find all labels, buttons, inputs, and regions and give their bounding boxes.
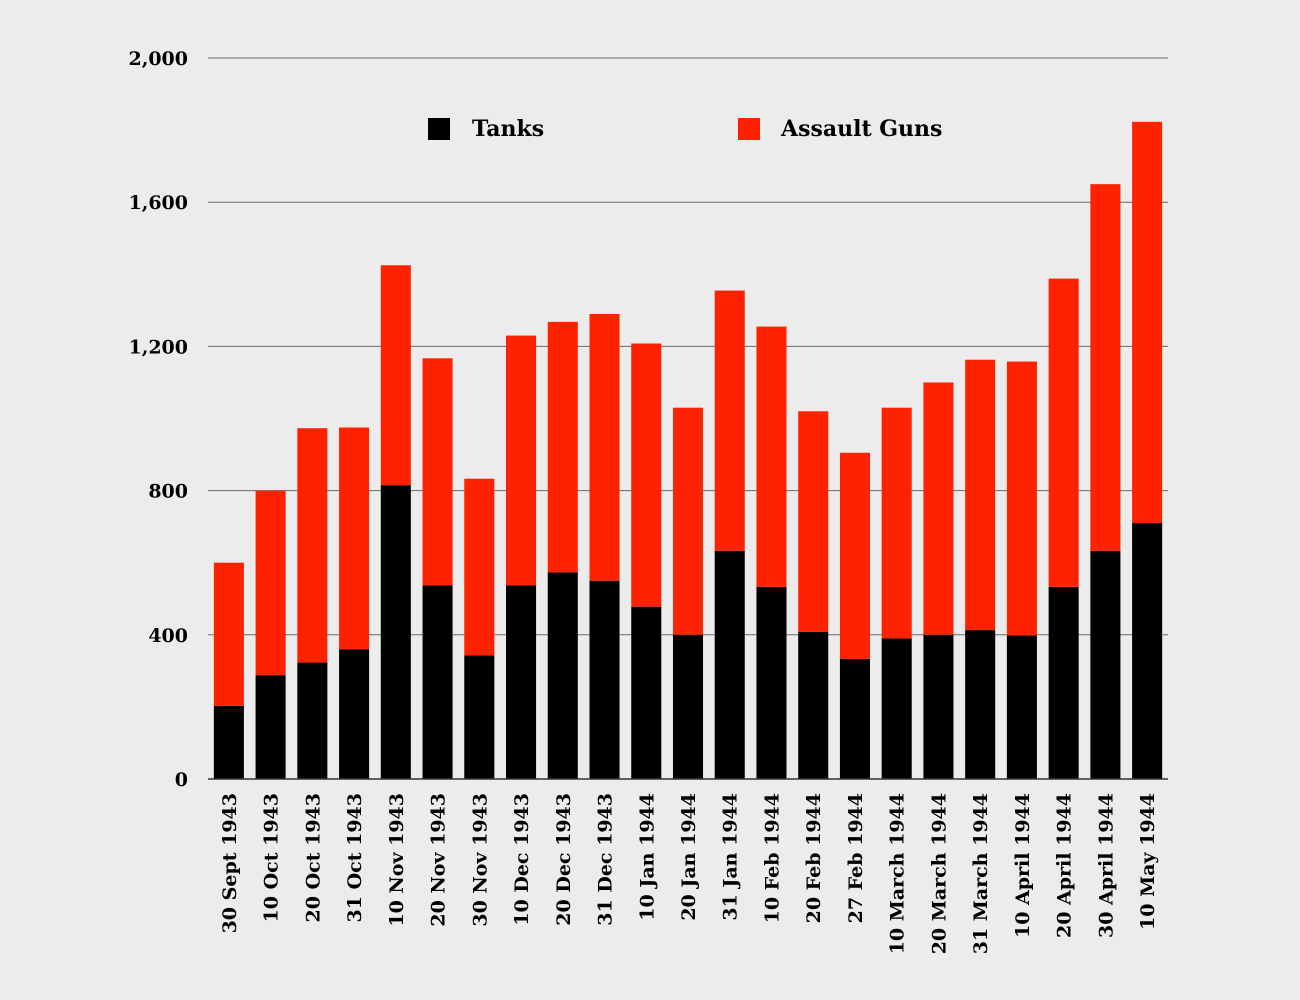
y-tick-label: 1,200 xyxy=(129,336,189,358)
bar-tanks-20-oct-1943 xyxy=(297,662,328,779)
bar-tanks-31-dec-1943 xyxy=(589,580,620,779)
bar-assault-guns-20-oct-1943 xyxy=(297,428,328,663)
bar-tanks-20-jan-1944 xyxy=(672,634,704,779)
bar-tanks-10-jan-1944 xyxy=(631,606,662,779)
x-tick-label: 10 May 1944 xyxy=(1137,793,1159,930)
bar-assault-guns-20-nov-1943 xyxy=(422,358,453,586)
bar-tanks-10-march-1944 xyxy=(881,638,912,779)
bar-assault-guns-20-feb-1944 xyxy=(798,411,829,632)
bar-assault-guns-20-march-1944 xyxy=(923,382,954,635)
bar-assault-guns-31-dec-1943 xyxy=(589,313,620,581)
legend-swatch-assault-guns xyxy=(738,118,760,140)
x-tick-label: 31 Jan 1944 xyxy=(720,793,742,921)
bar-tanks-20-feb-1944 xyxy=(798,631,829,779)
bar-assault-guns-31-jan-1944 xyxy=(714,290,745,551)
bar-tanks-10-oct-1943 xyxy=(255,675,286,779)
bar-tanks-30-april-1944 xyxy=(1090,550,1121,779)
bar-assault-guns-10-march-1944 xyxy=(881,407,912,639)
x-tick-label: 20 Feb 1944 xyxy=(803,793,825,923)
x-tick-label: 20 Jan 1944 xyxy=(678,793,700,921)
x-tick-label: 31 Dec 1943 xyxy=(595,793,617,926)
bar-assault-guns-10-oct-1943 xyxy=(255,490,286,676)
bar-tanks-20-march-1944 xyxy=(923,634,954,779)
bar-tanks-10-feb-1944 xyxy=(756,586,787,779)
x-tick-label: 20 Nov 1943 xyxy=(428,793,450,927)
x-tick-label: 10 Oct 1943 xyxy=(261,793,283,922)
bar-assault-guns-10-feb-1944 xyxy=(756,326,787,587)
x-tick-label: 31 March 1944 xyxy=(970,793,992,954)
x-tick-label: 10 April 1944 xyxy=(1012,793,1034,938)
x-tick-label: 20 April 1944 xyxy=(1054,793,1076,938)
bar-tanks-20-nov-1943 xyxy=(422,585,453,779)
legend: Tanks Assault Guns xyxy=(428,116,942,142)
x-tick-label: 30 Sept 1943 xyxy=(219,793,241,933)
bar-tanks-27-feb-1944 xyxy=(839,658,870,779)
x-tick-label: 10 Dec 1943 xyxy=(511,793,533,926)
bar-tanks-30-sept-1943 xyxy=(213,705,244,779)
bar-tanks-31-jan-1944 xyxy=(714,550,745,779)
bar-assault-guns-10-nov-1943 xyxy=(380,265,411,486)
y-tick-label: 1,600 xyxy=(129,192,189,214)
bar-tanks-31-oct-1943 xyxy=(339,649,370,779)
bar-assault-guns-10-dec-1943 xyxy=(506,335,537,586)
bars xyxy=(213,121,1163,779)
legend-label-tanks: Tanks xyxy=(472,116,544,142)
bar-assault-guns-20-jan-1944 xyxy=(672,407,704,635)
x-tick-label: 10 Nov 1943 xyxy=(386,793,408,927)
bar-tanks-10-dec-1943 xyxy=(506,585,537,779)
bar-tanks-20-dec-1943 xyxy=(547,572,578,779)
y-tick-label: 400 xyxy=(148,625,188,647)
y-axis: 0 400 800 1,200 1,600 2,000 xyxy=(129,48,1168,791)
y-tick-label: 800 xyxy=(148,481,188,503)
bar-tanks-20-april-1944 xyxy=(1048,586,1079,779)
bar-assault-guns-20-dec-1943 xyxy=(547,321,578,573)
x-tick-label: 20 March 1944 xyxy=(928,793,950,954)
x-tick-label: 20 Oct 1943 xyxy=(302,793,324,922)
x-tick-label: 31 Oct 1943 xyxy=(344,793,366,922)
x-tick-label: 10 March 1944 xyxy=(887,793,909,954)
bar-assault-guns-31-march-1944 xyxy=(965,359,996,631)
bar-tanks-10-april-1944 xyxy=(1006,635,1037,779)
bar-assault-guns-30-nov-1943 xyxy=(464,478,495,656)
legend-swatch-tanks xyxy=(428,118,450,140)
y-tick-label: 0 xyxy=(175,769,188,791)
bar-assault-guns-30-sept-1943 xyxy=(213,562,244,706)
bar-tanks-31-march-1944 xyxy=(965,630,996,779)
bar-assault-guns-10-jan-1944 xyxy=(631,343,662,607)
bar-assault-guns-31-oct-1943 xyxy=(339,427,370,650)
y-tick-label: 2,000 xyxy=(129,48,189,70)
bar-tanks-10-nov-1943 xyxy=(380,485,411,779)
bar-assault-guns-30-april-1944 xyxy=(1090,184,1121,551)
x-axis: 30 Sept 1943 10 Oct 1943 20 Oct 1943 31 Oct… xyxy=(219,793,1159,954)
bar-tanks-10-may-1944 xyxy=(1132,523,1163,779)
x-tick-label: 30 April 1944 xyxy=(1095,793,1117,938)
x-tick-label: 30 Nov 1943 xyxy=(469,793,491,927)
bar-assault-guns-20-april-1944 xyxy=(1048,278,1079,587)
x-tick-label: 20 Dec 1943 xyxy=(553,793,575,926)
x-tick-label: 10 Jan 1944 xyxy=(636,793,658,921)
bar-assault-guns-10-may-1944 xyxy=(1132,121,1163,524)
x-tick-label: 10 Feb 1944 xyxy=(761,793,783,923)
x-tick-label: 27 Feb 1944 xyxy=(845,793,867,923)
legend-label-assault-guns: Assault Guns xyxy=(780,116,942,142)
bar-tanks-30-nov-1943 xyxy=(464,655,495,779)
bar-assault-guns-27-feb-1944 xyxy=(839,452,870,659)
bar-assault-guns-10-april-1944 xyxy=(1006,361,1037,636)
